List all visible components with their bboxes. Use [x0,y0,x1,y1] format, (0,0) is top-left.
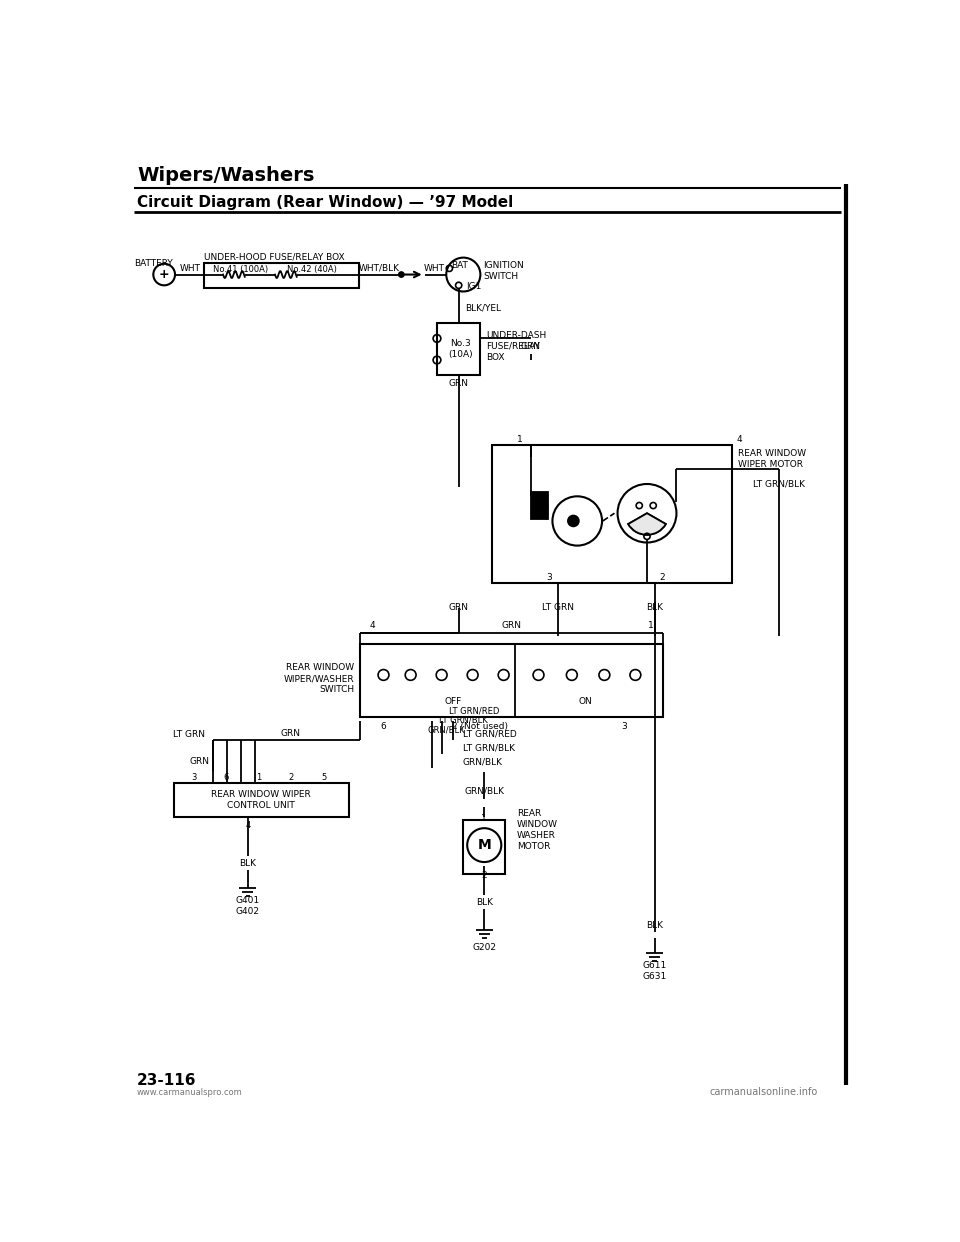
Text: carmanualsonline.info: carmanualsonline.info [709,1087,817,1097]
Text: No.41 (100A): No.41 (100A) [212,265,268,273]
Text: GRN: GRN [448,602,468,612]
Text: LT GRN/RED: LT GRN/RED [449,707,500,715]
Text: LT GRN/BLK: LT GRN/BLK [439,715,488,725]
Wedge shape [628,513,666,535]
Text: 2: 2 [660,574,665,582]
Text: 23-116: 23-116 [137,1073,197,1088]
Text: 3: 3 [191,773,196,782]
Text: 6: 6 [224,773,228,782]
Text: 2: 2 [289,773,294,782]
Text: IG1: IG1 [467,282,482,292]
Text: UNDER-HOOD FUSE/RELAY BOX: UNDER-HOOD FUSE/RELAY BOX [204,252,345,261]
Text: No.42 (40A): No.42 (40A) [287,265,337,273]
Text: 1: 1 [481,814,487,822]
Text: M: M [477,838,492,852]
Text: G611
G631: G611 G631 [642,960,667,981]
Text: GRN: GRN [448,379,468,388]
Text: LT GRN: LT GRN [173,730,205,739]
Text: GRN: GRN [280,729,300,738]
Text: GRN: GRN [520,342,540,350]
Text: GRN/BLK: GRN/BLK [463,758,502,766]
Text: G202: G202 [472,943,496,953]
Text: ON: ON [578,698,592,707]
Text: BLK: BLK [476,898,492,908]
Circle shape [398,272,404,277]
Bar [204,263,359,288]
Text: BATTERY: BATTERY [134,258,173,267]
Text: GRN: GRN [189,758,209,766]
Bar [531,492,548,519]
Text: G401
G402: G401 G402 [236,895,260,917]
Bar [360,645,662,718]
Text: UNDER-DASH
FUSE/RELAY
BOX: UNDER-DASH FUSE/RELAY BOX [486,330,546,361]
Text: 3: 3 [546,574,552,582]
Text: 5: 5 [322,773,326,782]
Text: LT GRN/RED: LT GRN/RED [463,730,516,739]
Text: 3: 3 [621,722,627,732]
Text: GRN/BLK: GRN/BLK [465,786,504,796]
Bar [175,782,348,817]
Bar [464,821,505,873]
Text: BLK: BLK [646,602,663,612]
Text: +: + [158,268,170,281]
Text: 2: 2 [481,871,487,879]
Text: 4: 4 [369,621,374,630]
Text: OFF: OFF [444,698,462,707]
Text: 6: 6 [380,722,386,732]
Text: REAR WINDOW
WIPER MOTOR: REAR WINDOW WIPER MOTOR [738,450,806,469]
Text: LT GRN/BLK: LT GRN/BLK [463,744,515,753]
Text: Circuit Diagram (Rear Window) — ’97 Model: Circuit Diagram (Rear Window) — ’97 Mode… [137,195,514,210]
Text: REAR WINDOW WIPER
CONTROL UNIT: REAR WINDOW WIPER CONTROL UNIT [211,790,311,810]
Text: WHT: WHT [423,263,444,273]
Text: REAR WINDOW
WIPER/WASHER
SWITCH: REAR WINDOW WIPER/WASHER SWITCH [283,663,354,694]
Text: 4: 4 [245,821,251,830]
Text: BLK/YEL: BLK/YEL [465,303,501,312]
Bar [492,446,732,582]
Text: LT GRN/BLK: LT GRN/BLK [753,479,804,488]
Text: LT GRN: LT GRN [541,602,574,612]
Text: No.3
(10A): No.3 (10A) [448,339,472,359]
Text: GRN/BLK: GRN/BLK [427,725,466,734]
Circle shape [568,515,579,527]
Text: GRN: GRN [501,621,521,630]
Text: IGNITION
SWITCH: IGNITION SWITCH [484,261,524,281]
Text: Wipers/Washers: Wipers/Washers [137,166,315,185]
Text: BAT: BAT [451,261,468,270]
Text: 1: 1 [256,773,261,782]
Text: 4: 4 [736,435,742,443]
Text: BLK: BLK [239,859,256,868]
Text: 1: 1 [648,621,654,630]
Text: REAR
WINDOW
WASHER
MOTOR: REAR WINDOW WASHER MOTOR [516,809,558,851]
Text: WHT: WHT [180,263,201,273]
Text: www.carmanualspro.com: www.carmanualspro.com [137,1088,243,1097]
Text: WHT/BLK: WHT/BLK [359,263,400,273]
Text: 2 (Not used): 2 (Not used) [452,722,509,732]
Text: BLK: BLK [646,922,663,930]
Bar [437,323,480,375]
Text: 1: 1 [517,435,523,443]
